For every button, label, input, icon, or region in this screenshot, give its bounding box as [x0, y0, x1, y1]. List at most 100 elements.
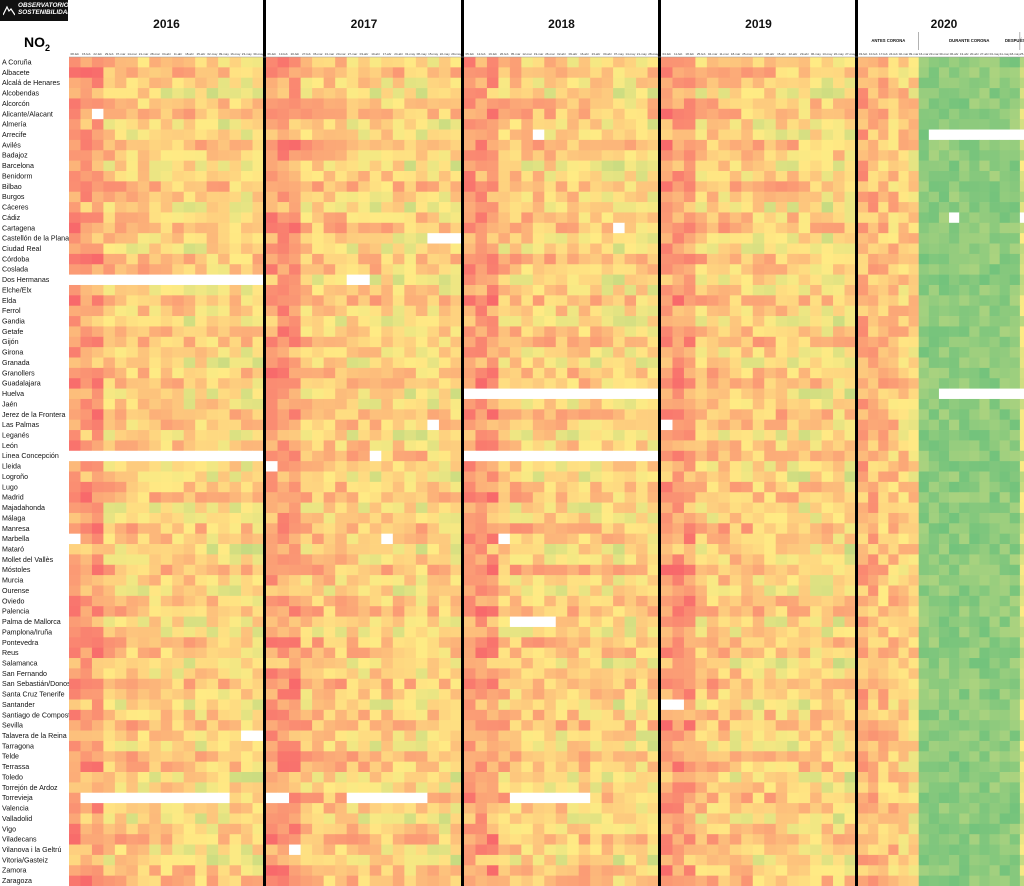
- heatmap-cell: [172, 170, 185, 182]
- heatmap-cell: [532, 388, 545, 400]
- heatmap-cell: [91, 212, 104, 224]
- heatmap-cell: [114, 233, 127, 244]
- heatmap-cell: [335, 626, 348, 638]
- heatmap-cell: [521, 357, 534, 369]
- heatmap-cell: [346, 450, 359, 462]
- heatmap-cell: [695, 88, 708, 99]
- heatmap-cell: [252, 709, 265, 721]
- heatmap-cell: [798, 419, 811, 431]
- heatmap-cell: [532, 699, 545, 711]
- heatmap-cell: [729, 492, 742, 503]
- heatmap-cell: [833, 98, 845, 110]
- heatmap-cell: [103, 668, 116, 680]
- heatmap-cell: [498, 471, 511, 483]
- heatmap-cell: [126, 202, 139, 213]
- heatmap-cell: [532, 160, 545, 172]
- heatmap-cell: [312, 139, 324, 151]
- heatmap-cell: [661, 139, 673, 151]
- heatmap-cell: [218, 564, 230, 576]
- heatmap-cell: [729, 119, 742, 130]
- heatmap-cell: [91, 761, 104, 773]
- heatmap-cell: [590, 57, 602, 68]
- heatmap-cell: [475, 595, 488, 607]
- heatmap-cell: [392, 77, 405, 89]
- heatmap-cell: [683, 326, 696, 338]
- heatmap-cell: [160, 544, 173, 555]
- heatmap-cell: [613, 512, 625, 524]
- heatmap-cell: [578, 865, 591, 876]
- heatmap-cell: [323, 585, 336, 597]
- heatmap-cell: [578, 191, 591, 203]
- heatmap-cell: [137, 616, 150, 628]
- heatmap-cell: [183, 150, 196, 161]
- heatmap-cell: [289, 813, 301, 825]
- heatmap-cell: [509, 544, 522, 555]
- heatmap-cell: [252, 585, 265, 597]
- heatmap-cell: [358, 471, 371, 483]
- heatmap-cell: [114, 844, 127, 856]
- heatmap-cell: [103, 709, 116, 721]
- heatmap-cell: [241, 875, 253, 886]
- heatmap-cell: [810, 481, 822, 493]
- heatmap-cell: [114, 419, 127, 431]
- heatmap-cell: [335, 544, 348, 555]
- heatmap-cell: [590, 233, 602, 244]
- heatmap-cell: [277, 398, 290, 410]
- heatmap-cell: [578, 67, 591, 79]
- heatmap-cell: [252, 544, 265, 555]
- heatmap-cell: [706, 108, 719, 120]
- heatmap-cell: [706, 419, 719, 431]
- heatmap-cell: [335, 720, 348, 731]
- heatmap-cell: [218, 295, 230, 307]
- city-label: Huelva: [2, 390, 24, 398]
- heatmap-cell: [532, 502, 545, 514]
- heatmap-cell: [672, 378, 685, 389]
- heatmap-cell: [335, 658, 348, 669]
- heatmap-cell: [775, 316, 788, 327]
- heatmap-cell: [672, 398, 685, 410]
- heatmap-cell: [346, 98, 359, 110]
- heatmap-cell: [229, 108, 242, 120]
- heatmap-cell: [636, 378, 648, 389]
- heatmap-cell: [415, 678, 428, 690]
- heatmap-cell: [613, 181, 625, 193]
- heatmap-cell: [415, 357, 428, 369]
- heatmap-cell: [636, 57, 648, 68]
- heatmap-cell: [729, 378, 742, 389]
- heatmap-cell: [114, 813, 127, 825]
- heatmap-cell: [810, 160, 822, 172]
- heatmap-cell: [810, 139, 822, 151]
- heatmap-cell: [80, 792, 93, 804]
- heatmap-cell: [683, 88, 696, 99]
- heatmap-cell: [661, 264, 673, 275]
- heatmap-cell: [647, 419, 660, 431]
- heatmap-cell: [624, 865, 637, 876]
- heatmap-cell: [787, 212, 799, 224]
- heatmap-cell: [498, 77, 511, 89]
- heatmap-cell: [335, 129, 348, 141]
- heatmap-cell: [509, 730, 522, 742]
- heatmap-cell: [323, 108, 336, 120]
- heatmap-cell: [114, 129, 127, 141]
- heatmap-cell: [358, 316, 371, 327]
- heatmap-cell: [149, 564, 162, 576]
- heatmap-cell: [103, 720, 116, 731]
- heatmap-cell: [438, 274, 451, 286]
- heatmap-cell: [718, 264, 731, 275]
- heatmap-cell: [636, 875, 648, 886]
- heatmap-cell: [149, 834, 162, 845]
- heatmap-cell: [532, 854, 545, 866]
- heatmap-cell: [312, 709, 324, 721]
- heatmap-cell: [415, 139, 428, 151]
- heatmap-cell: [601, 502, 614, 514]
- heatmap-cell: [252, 430, 265, 441]
- heatmap-cell: [509, 678, 522, 690]
- heatmap-cell: [404, 854, 417, 866]
- heatmap-cell: [706, 233, 719, 244]
- heatmap-cell: [206, 253, 219, 265]
- heatmap-cell: [277, 699, 290, 711]
- heatmap-cell: [80, 678, 93, 690]
- heatmap-cell: [404, 139, 417, 151]
- heatmap-cell: [277, 419, 290, 431]
- heatmap-cell: [358, 761, 371, 773]
